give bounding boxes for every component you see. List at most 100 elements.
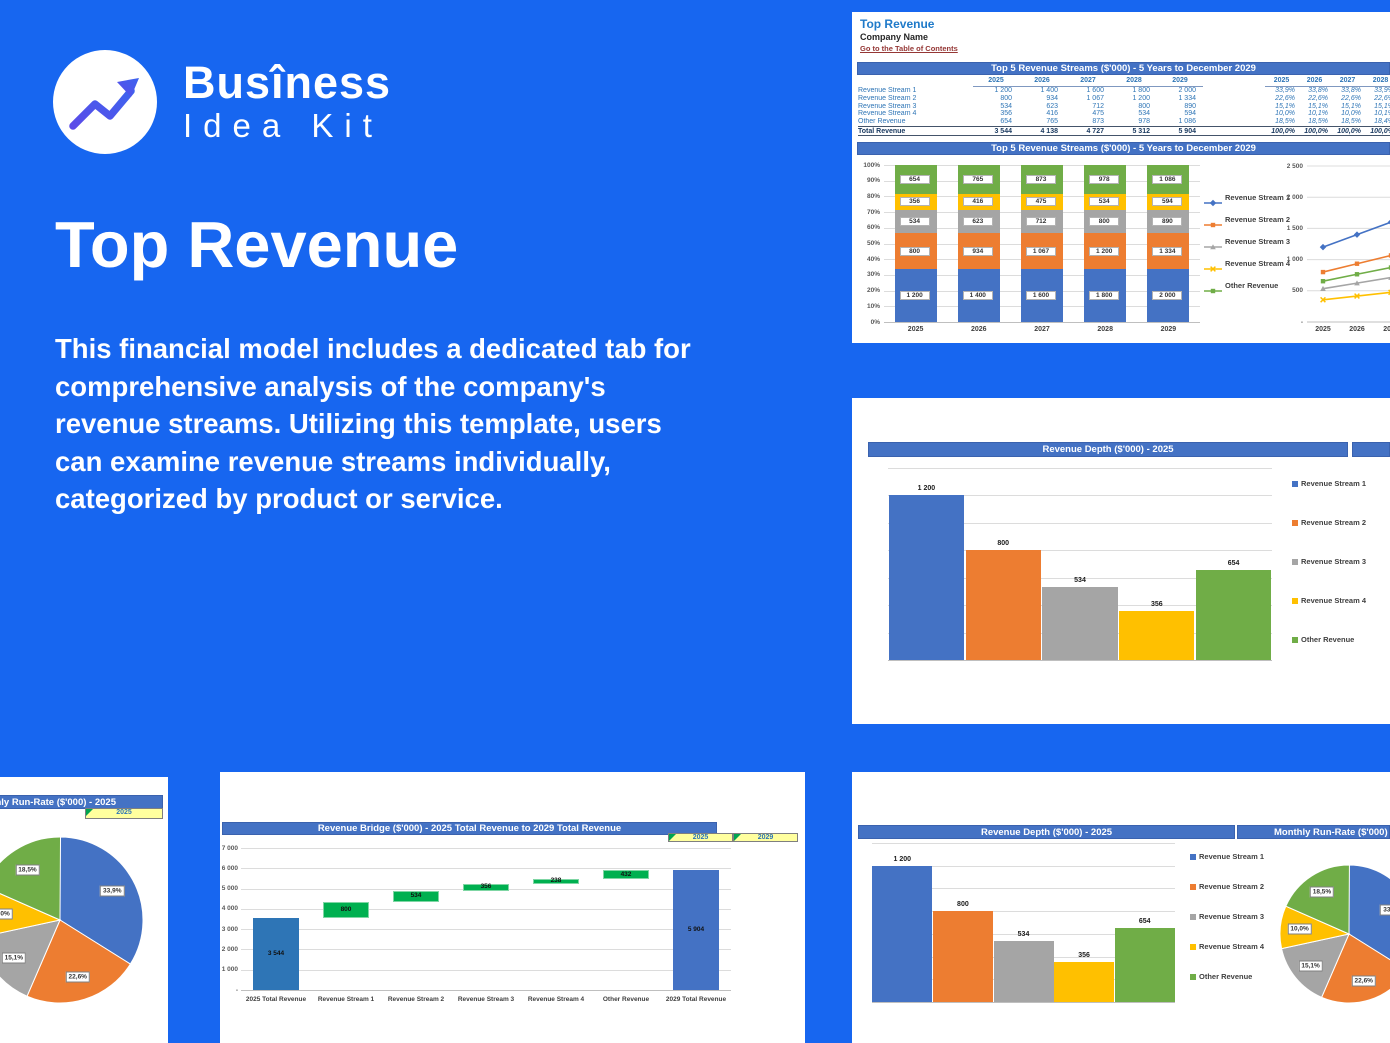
year-selector-value: 2025 — [116, 809, 132, 816]
legend-item: Revenue Stream 3 — [1190, 912, 1264, 921]
bar-value-label: 654 — [1227, 560, 1240, 568]
description-line: comprehensive analysis of the company's — [55, 370, 606, 402]
year-to-value: 2029 — [757, 834, 774, 841]
toc-link[interactable]: Go to the Table of Contents — [860, 44, 958, 53]
table-row: Revenue Stream 3 534 623 712 800 890 15,1% 15,1… — [858, 103, 1390, 111]
segment-value-label: 1 067 — [1026, 246, 1056, 256]
gridline — [241, 929, 731, 931]
dropdown-corner-icon — [734, 834, 741, 841]
gridline — [241, 949, 731, 951]
table-title: Top 5 Revenue Streams ($'000) - 5 Years … — [991, 63, 1256, 74]
pie-slice-label: 33,9% — [1380, 904, 1390, 916]
pie-title-bar: Monthly Run-Rate ($'000) - 2025 — [0, 795, 163, 809]
segment-value-label: 890 — [1152, 217, 1183, 226]
gridline — [888, 577, 1272, 579]
bar — [872, 865, 933, 1002]
pct-cell: 18,5% — [1341, 118, 1361, 126]
segment-value-label: 416 — [962, 197, 993, 207]
bar-value-label: 800 — [997, 540, 1010, 548]
pct-cell: 33,9% — [1374, 87, 1390, 94]
row-label: Revenue Stream 4 — [858, 110, 917, 118]
legend-label: Revenue Stream 3 — [1199, 912, 1265, 921]
pie-slice-label: 18,5% — [15, 864, 40, 876]
total-pct-cell: 100,0% — [1271, 127, 1295, 135]
pct-cell: 33,8% — [1308, 87, 1328, 94]
bar — [1054, 961, 1115, 1002]
year-to-selector-cell[interactable]: 2029 — [733, 833, 798, 842]
legend-label: Revenue Stream 2 — [1225, 215, 1291, 224]
y-axis-tick-label: 0% — [870, 318, 880, 326]
arrow-head-icon — [117, 78, 139, 97]
legend-item: Revenue Stream 4 — [1190, 942, 1264, 951]
pie-chart-title: Monthly Run-Rate ($'000) - 2025 — [0, 796, 116, 808]
depth-chart-title: Revenue Depth ($'000) - 2025 — [1042, 444, 1174, 455]
segment-value-label: 1 600 — [1026, 290, 1056, 300]
table-row: Other Revenue 654 765 873 978 1 086 18,5% 18,5%… — [858, 118, 1390, 126]
waterfall-total-bar — [673, 870, 719, 990]
column-gap — [1203, 118, 1265, 126]
y-axis-tick-label: 100% — [863, 161, 880, 169]
legend-marker-icon — [1190, 913, 1196, 920]
y-axis-tick-label: 80% — [866, 192, 880, 200]
bridge-title-bar: Revenue Bridge ($'000) - 2025 Total Reve… — [222, 822, 717, 835]
runrate-chart-title: Monthly Run-Rate ($'000) - 2025 — [1274, 826, 1389, 838]
value-cell: 765 — [1046, 118, 1058, 126]
pct-cell: 33,8% — [1341, 87, 1361, 94]
gridline — [241, 990, 731, 991]
chart-title-bar: Top 5 Revenue Streams ($'000) - 5 Years … — [857, 142, 1390, 155]
legend-marker-icon — [1292, 480, 1298, 487]
pct-cell: 22,6% — [1341, 94, 1361, 102]
segment-value-label: 1 086 — [1152, 174, 1183, 184]
pct-cell: 22,6% — [1275, 94, 1295, 102]
bar-value-label: 800 — [340, 905, 352, 913]
revenue-table: 2025 2026 2027 2028 2029 2025 2026 2027 2028 Reve… — [858, 76, 1390, 136]
panel-revenue-bridge: Revenue Bridge ($'000) - 2025 Total Reve… — [220, 772, 805, 1043]
legend-marker-icon — [1292, 597, 1298, 604]
value-cell: 2 000 — [1178, 87, 1196, 94]
value-cell: 654 — [1000, 118, 1012, 126]
bar-value-label: 432 — [620, 870, 632, 878]
sheet-title: Top Revenue — [860, 17, 935, 31]
segment-value-label: 1 334 — [1152, 246, 1183, 256]
pie-slice — [0, 893, 62, 934]
year-from-selector-cell[interactable]: 2025 — [668, 833, 733, 842]
segment-value-label: 356 — [899, 197, 930, 207]
bar-value-label: 3 544 — [267, 950, 285, 958]
segment-value-label: 623 — [962, 217, 993, 227]
legend-item: Revenue Stream 2 — [1190, 882, 1264, 891]
description-line: categorized by product or service. — [55, 483, 503, 514]
bar-value-label: 356 — [480, 883, 492, 891]
bar — [965, 550, 1041, 660]
total-value-cell: 4 138 — [1040, 127, 1058, 135]
titlebar-stub — [1352, 442, 1390, 457]
pct-year-header: 2028 — [1364, 76, 1390, 87]
value-cell: 1 200 — [1132, 94, 1150, 102]
trend-arrow-icon — [69, 87, 135, 130]
gridline — [888, 495, 1272, 497]
pie-slice — [0, 919, 61, 997]
bar-value-label: 238 — [550, 877, 562, 885]
bar — [888, 495, 965, 660]
value-cell: 356 — [1000, 110, 1012, 118]
segment-value-label: 1 800 — [1089, 290, 1120, 300]
page-title: Top Revenue — [55, 208, 459, 281]
year-header: 2027 — [1065, 76, 1111, 87]
legend-item: Revenue Stream 2 — [1204, 215, 1291, 227]
table-row: Revenue Stream 4 356 416 475 534 594 10,0% 10,1… — [858, 110, 1390, 118]
bar-value-label: 1 200 — [893, 855, 912, 863]
x-axis-tick-label: 2028 — [1097, 326, 1113, 333]
legend-marker-icon — [1204, 238, 1222, 249]
gridline — [241, 908, 731, 910]
stacked-chart-title: Top 5 Revenue Streams ($'000) - 5 Years … — [991, 143, 1256, 154]
y-axis-tick-label: 90% — [866, 177, 880, 185]
pie-slice-label: 10,0% — [0, 908, 13, 920]
y-axis-tick-label: 7 000 — [221, 844, 238, 852]
segment-value-label: 873 — [1026, 174, 1056, 184]
pie-slice — [1348, 865, 1390, 961]
value-cell: 873 — [1092, 118, 1104, 126]
value-cell: 1 086 — [1178, 118, 1196, 126]
bar-value-label: 534 — [1017, 931, 1030, 939]
year-selector-cell[interactable]: 2025 — [85, 808, 163, 819]
pie-slice-label: 33,9% — [100, 885, 125, 897]
